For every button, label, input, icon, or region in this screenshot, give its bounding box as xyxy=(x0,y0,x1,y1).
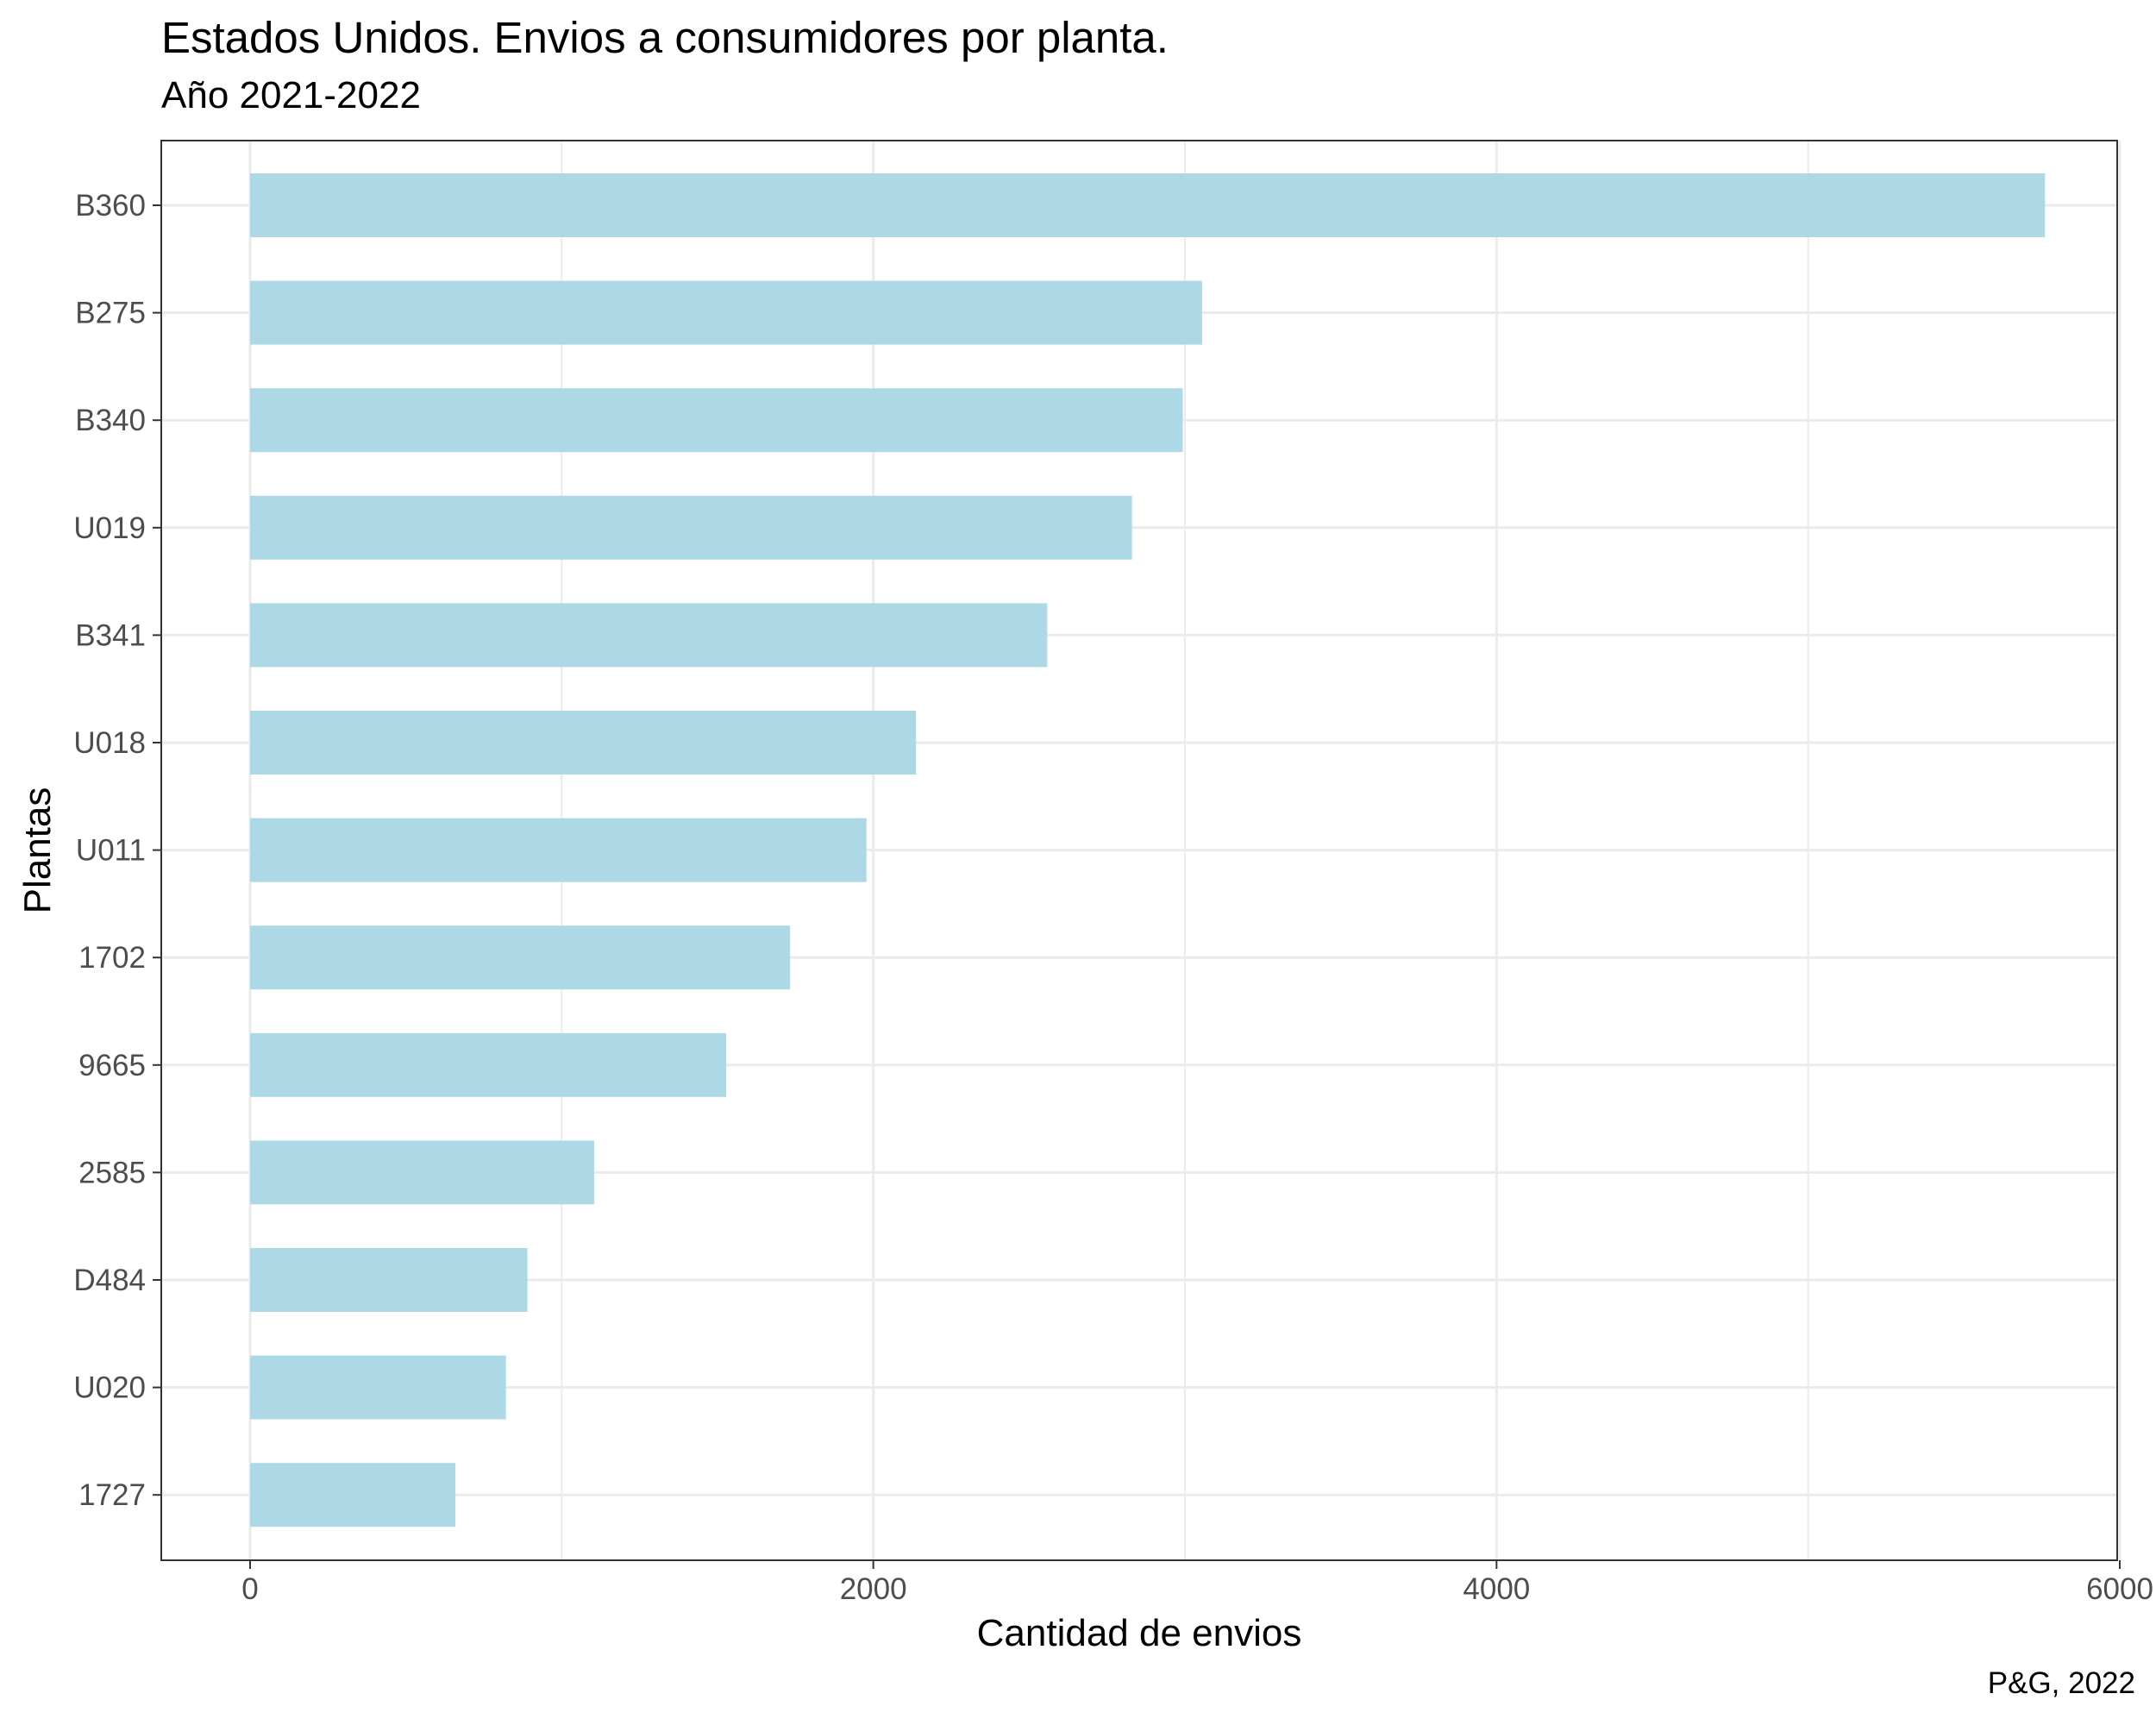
chart-subtitle: Año 2021-2022 xyxy=(161,74,421,116)
bar-u011 xyxy=(250,818,867,882)
bar-b275 xyxy=(250,280,1202,345)
bar-2585 xyxy=(250,1140,594,1205)
y-tick-label-2585: 2585 xyxy=(78,1156,146,1189)
y-tick-label-d484: D484 xyxy=(73,1264,146,1297)
y-tick-label-u018: U018 xyxy=(73,726,146,760)
x-axis-title: Cantidad de envios xyxy=(977,1612,1302,1654)
bar-u020 xyxy=(250,1355,506,1420)
bar-9665 xyxy=(250,1032,727,1097)
y-tick-label-b341: B341 xyxy=(75,618,146,652)
y-tick-label-u020: U020 xyxy=(73,1371,146,1405)
y-tick-label-u011: U011 xyxy=(76,834,146,868)
bar-d484 xyxy=(250,1248,528,1312)
bar-layer xyxy=(250,173,2046,1527)
y-axis-title: Plantas xyxy=(16,787,59,914)
x-tick-label-4000: 4000 xyxy=(1463,1572,1530,1606)
y-tick-label-1702: 1702 xyxy=(78,941,146,975)
y-tick-label-9665: 9665 xyxy=(78,1049,146,1082)
axis-layer: B360 B275 B340 U019 B341 U018 U011 1702 9665 2585… xyxy=(73,189,2153,1606)
bar-u018 xyxy=(250,711,917,775)
x-tick-label-6000: 6000 xyxy=(2086,1572,2153,1606)
chart-title: Estados Unidos. Envios a consumidores po… xyxy=(161,13,1169,62)
y-tick-label-1727: 1727 xyxy=(78,1478,146,1512)
y-tick-label-b360: B360 xyxy=(75,189,146,223)
y-tick-label-b340: B340 xyxy=(75,404,146,437)
bar-1702 xyxy=(250,925,791,990)
bar-b340 xyxy=(250,388,1183,453)
bar-u019 xyxy=(250,495,1132,560)
x-tick-label-2000: 2000 xyxy=(840,1572,907,1606)
chart-caption: P&G, 2022 xyxy=(1987,1666,2135,1700)
y-tick-label-u019: U019 xyxy=(73,511,146,545)
x-tick-label-0: 0 xyxy=(241,1572,258,1606)
y-tick-label-b275: B275 xyxy=(75,297,146,330)
bar-b341 xyxy=(250,603,1048,668)
bar-b360 xyxy=(250,173,2046,237)
bar-1727 xyxy=(250,1463,456,1527)
